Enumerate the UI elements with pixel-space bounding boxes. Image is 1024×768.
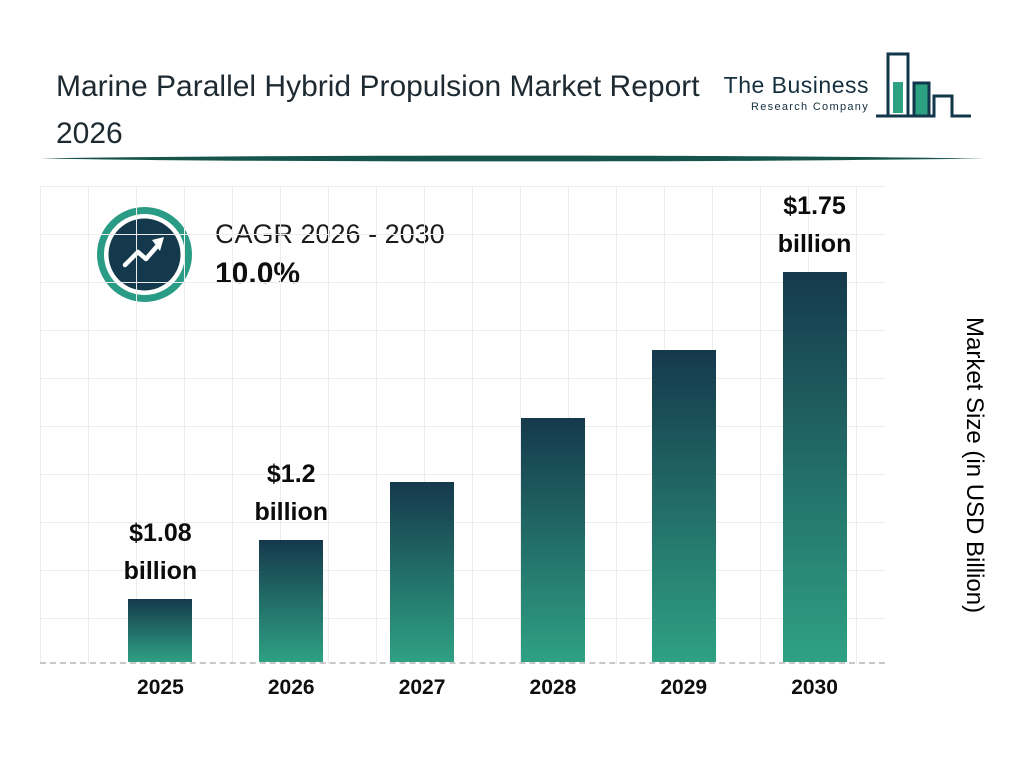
bar-column (357, 186, 488, 662)
bar-column (487, 186, 618, 662)
x-tick-label: 2028 (529, 676, 577, 699)
logo-bar-chart-icon (876, 52, 971, 118)
x-axis-ticks: 2025 2026 2027 2028 2029 2030 (95, 676, 880, 700)
x-tick-label: 2027 (398, 676, 446, 699)
bars-row: $1.08 billion $1.2 billion $1.75 billion (95, 186, 880, 662)
bar-chart: $1.08 billion $1.2 billion $1.75 billion (40, 186, 885, 664)
bar (520, 418, 585, 662)
logo-text: The Business Research Company (724, 72, 869, 113)
bar-column (618, 186, 749, 662)
x-tick-label: 2026 (267, 676, 315, 699)
bar-column: $1.2 billion (226, 186, 357, 662)
bar-value-label: $1.2 billion (254, 460, 329, 526)
bar (128, 599, 193, 662)
bar-value-label: $1.75 billion (777, 192, 852, 258)
y-axis-label: Market Size (in USD Billion) (961, 317, 988, 614)
bar (259, 540, 324, 662)
page-title: Marine Parallel Hybrid Propulsion Market… (56, 70, 700, 150)
company-logo: The Business Research Company (724, 50, 974, 130)
x-tick-label: 2030 (791, 676, 838, 699)
title-divider (40, 155, 985, 162)
x-tick-label: 2029 (660, 676, 708, 699)
bar-column: $1.08 billion (95, 186, 226, 662)
bar (782, 272, 847, 662)
bar-column: $1.75 billion (749, 186, 880, 662)
x-tick-label: 2025 (137, 676, 184, 699)
bar-value-label: $1.08 billion (123, 519, 198, 585)
bar (651, 350, 716, 662)
bar (390, 482, 455, 662)
logo-name: The Business (723, 72, 869, 98)
logo-subname: Research Company (750, 101, 869, 113)
